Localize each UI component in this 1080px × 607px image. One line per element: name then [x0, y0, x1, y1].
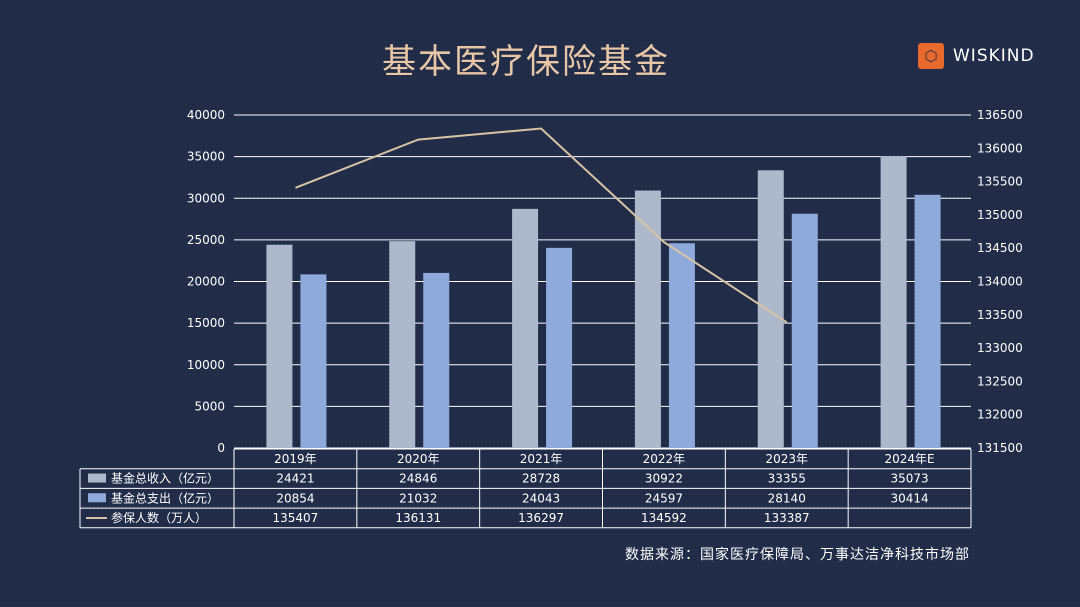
y-left-tick-label: 30000: [187, 191, 225, 205]
data-label: 24421: [276, 472, 314, 486]
data-label: 28140: [768, 491, 806, 505]
data-label: 28728: [522, 472, 560, 486]
y-left-tick-label: 5000: [194, 399, 225, 413]
data-label: 30414: [890, 491, 928, 505]
brand-name: WISKIND: [953, 46, 1035, 66]
y-right-tick-label: 133500: [977, 308, 1023, 322]
income-bar: [880, 156, 907, 448]
expense-bar: [423, 272, 450, 448]
y-right-tick-label: 133000: [977, 341, 1023, 355]
data-label: 135407: [273, 511, 319, 525]
y-left-tick-label: 25000: [187, 233, 225, 247]
series-name: 基金总收入（亿元）: [111, 471, 219, 486]
series-name: 参保人数（万人）: [111, 510, 207, 525]
category-label: 2021年: [520, 452, 563, 466]
category-label: 2020年: [397, 452, 440, 466]
expense-bar: [546, 247, 573, 448]
expense-bar: [791, 213, 818, 448]
data-label: 20854: [276, 491, 314, 505]
y-right-tick-label: 134000: [977, 275, 1023, 289]
income-bar: [389, 241, 416, 448]
data-label: 133387: [764, 511, 810, 525]
y-right-tick-label: 136500: [977, 108, 1023, 122]
y-left-tick-label: 10000: [187, 358, 225, 372]
expense-bar: [914, 194, 941, 448]
members-line: [295, 127, 788, 324]
y-right-tick-label: 132000: [977, 408, 1023, 422]
expense-bar: [668, 243, 695, 448]
y-left-tick-label: 40000: [187, 108, 225, 122]
y-right-tick-label: 132500: [977, 374, 1023, 388]
y-right-tick-label: 135500: [977, 175, 1023, 189]
data-label: 24043: [522, 491, 560, 505]
legend-key-swatch: [88, 473, 106, 483]
category-label: 2022年: [643, 452, 686, 466]
data-label: 136297: [518, 511, 564, 525]
y-left-tick-label: 20000: [187, 275, 225, 289]
brand: ⬡ WISKIND: [918, 42, 1035, 70]
y-right-tick-label: 136000: [977, 141, 1023, 155]
y-left-tick-label: 35000: [187, 150, 225, 164]
data-label: 21032: [399, 491, 437, 505]
income-bar: [266, 244, 293, 448]
category-label: 2019年: [274, 452, 317, 466]
data-label: 35073: [890, 472, 928, 486]
chart-title: 基本医疗保险基金: [382, 42, 670, 82]
y-right-tick-label: 131500: [977, 441, 1023, 455]
data-label: 134592: [641, 511, 687, 525]
data-label: 24846: [399, 472, 437, 486]
category-label: 2024年E: [885, 452, 935, 466]
legend-key-swatch: [88, 493, 106, 503]
income-bar: [512, 208, 539, 448]
wiskind-logo-icon: ⬡: [918, 43, 944, 69]
y-left-tick-label: 15000: [187, 316, 225, 330]
y-left-tick-label: 0: [217, 441, 225, 455]
data-label: 24597: [645, 491, 683, 505]
expense-bar: [300, 274, 327, 448]
category-label: 2023年: [765, 452, 808, 466]
income-bar: [634, 190, 661, 449]
data-label: 33355: [768, 472, 806, 486]
y-right-tick-label: 134500: [977, 241, 1023, 255]
income-bar: [757, 170, 784, 448]
data-label: 30922: [645, 472, 683, 486]
series-name: 基金总支出（亿元）: [111, 490, 219, 505]
source-note: 数据来源：国家医疗保障局、万事达洁净科技市场部: [625, 547, 970, 563]
y-right-tick-label: 135000: [977, 208, 1023, 222]
data-label: 136131: [395, 511, 441, 525]
